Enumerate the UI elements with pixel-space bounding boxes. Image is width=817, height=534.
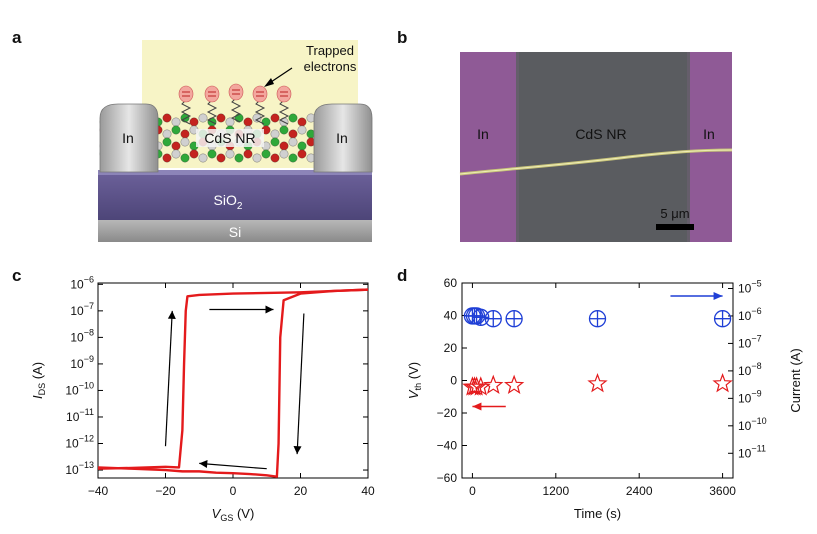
chart-d: 0 1200 2400 3600 −60 −40 −20 0 20 40 60 10−11 10−10 1… xyxy=(0,0,817,534)
right-y-tick-label: 10−5 xyxy=(738,278,762,295)
x-tick-label: 1200 xyxy=(542,484,569,498)
y-tick-label: 40 xyxy=(444,309,458,323)
vth-marker xyxy=(485,376,502,392)
vth-marker xyxy=(589,375,606,391)
right-y-tick-label: 10−8 xyxy=(738,361,762,378)
right-y-tick-label: 10−6 xyxy=(738,306,762,323)
current-marker xyxy=(715,311,731,327)
current-marker xyxy=(485,311,501,327)
x-axis-label: Time (s) xyxy=(574,506,621,521)
x-tick-label: 2400 xyxy=(626,484,653,498)
y-axis-label-left: Vth (V) xyxy=(406,362,423,399)
y-tick-label: 60 xyxy=(444,276,458,290)
y-tick-label: −60 xyxy=(437,471,458,485)
axis-arrowhead xyxy=(472,403,481,411)
y-tick-label: −40 xyxy=(437,439,458,453)
axis-arrowhead xyxy=(714,292,723,300)
current-marker xyxy=(590,311,606,327)
right-y-tick-label: 10−10 xyxy=(738,416,767,433)
y-tick-label: 20 xyxy=(444,341,458,355)
vth-marker xyxy=(714,375,731,391)
x-tick-label: 0 xyxy=(469,484,476,498)
y-tick-label: 0 xyxy=(450,374,457,388)
vth-marker xyxy=(506,376,523,392)
y-tick-label: −20 xyxy=(437,406,458,420)
right-y-tick-label: 10−9 xyxy=(738,388,762,405)
right-y-tick-label: 10−11 xyxy=(738,443,766,460)
right-y-tick-label: 10−7 xyxy=(738,333,762,350)
y-axis-label-right: Current (A) xyxy=(788,348,803,412)
x-tick-label: 3600 xyxy=(709,484,736,498)
current-marker xyxy=(506,311,522,327)
